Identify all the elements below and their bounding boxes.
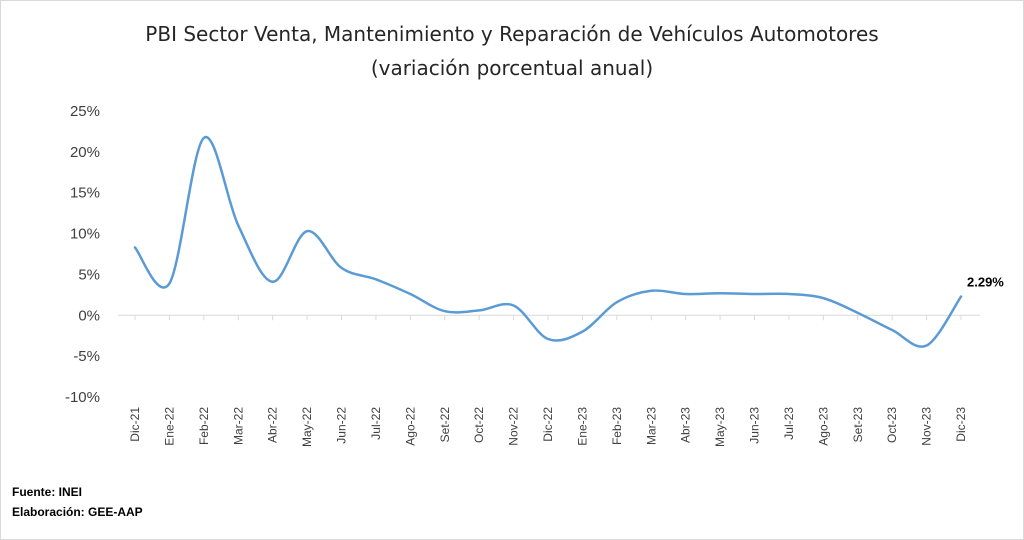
x-tick-label: Dic-22: [541, 407, 555, 442]
last-value-label: 2.29%: [967, 275, 1004, 290]
y-tick-label: -10%: [65, 389, 100, 406]
x-axis-ticks: Dic-21 Ene-22 Feb-22 Mar-22 Abr-22 May-22 Jun-…: [128, 315, 968, 447]
x-tick-label: Abr-22: [266, 407, 280, 443]
series-line: [133, 136, 963, 348]
y-tick-label: 25%: [70, 103, 100, 120]
x-tick-label: Abr-23: [679, 407, 693, 443]
chart-subtitle: (variación porcentual anual): [370, 56, 654, 80]
source-note: Fuente: INEI: [12, 485, 83, 499]
x-tick-label: Dic-21: [128, 407, 142, 442]
y-tick-label: 5%: [78, 266, 100, 283]
x-tick-label: Set-22: [438, 407, 452, 443]
elaboration-note: Elaboración: GEE-AAP: [12, 505, 143, 519]
x-tick-label: Set-23: [851, 407, 865, 443]
y-tick-label: 10%: [70, 226, 100, 243]
y-tick-label: 0%: [78, 307, 100, 324]
x-tick-label: Jun-23: [748, 407, 762, 444]
x-tick-label: Nov-23: [920, 407, 934, 446]
x-tick-label: Jul-22: [369, 407, 383, 440]
x-tick-label: Ene-22: [162, 407, 176, 446]
x-tick-label: May-22: [300, 407, 314, 447]
x-tick-label: Mar-22: [231, 407, 245, 445]
axes: [118, 314, 980, 316]
chart-title: PBI Sector Venta, Mantenimiento y Repara…: [145, 22, 879, 46]
y-axis-ticks: 25% 20% 15% 10% 5% 0% -5% -10%: [65, 103, 100, 406]
x-tick-label: Dic-23: [954, 407, 968, 442]
x-tick-label: Nov-22: [507, 407, 521, 446]
y-tick-label: 20%: [70, 144, 100, 161]
x-tick-label: Oct-23: [885, 407, 899, 443]
x-tick-label: Jun-22: [335, 407, 349, 444]
x-tick-label: Ago-23: [816, 407, 830, 446]
x-tick-label: Feb-22: [197, 407, 211, 445]
x-tick-label: Mar-23: [644, 407, 658, 445]
x-tick-label: Oct-22: [472, 407, 486, 443]
x-tick-label: Ene-23: [575, 407, 589, 446]
x-tick-label: May-23: [713, 407, 727, 447]
x-tick-label: Jul-23: [782, 407, 796, 440]
y-tick-label: -5%: [73, 348, 100, 365]
x-tick-label: Ago-22: [403, 407, 417, 446]
x-tick-label: Feb-23: [610, 407, 624, 445]
y-tick-label: 15%: [70, 185, 100, 202]
